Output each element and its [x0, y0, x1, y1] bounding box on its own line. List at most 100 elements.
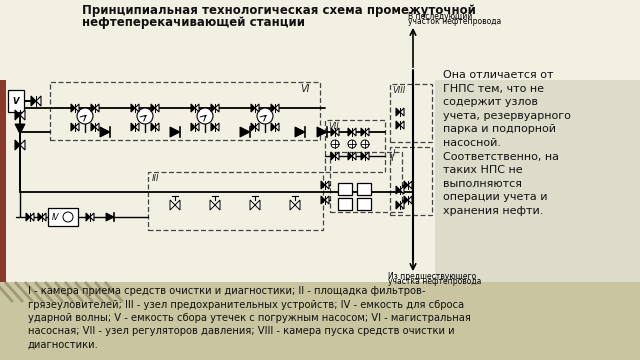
Polygon shape [295, 127, 305, 137]
Polygon shape [100, 127, 110, 137]
Polygon shape [396, 186, 400, 194]
Polygon shape [26, 213, 30, 221]
Polygon shape [210, 200, 215, 210]
Polygon shape [271, 123, 275, 131]
Polygon shape [31, 96, 36, 106]
Polygon shape [155, 104, 159, 112]
Polygon shape [404, 196, 408, 204]
Polygon shape [331, 152, 335, 160]
Polygon shape [191, 123, 195, 131]
Polygon shape [396, 121, 400, 129]
Text: диагностики.: диагностики. [28, 340, 99, 350]
Text: ударной волны; V - емкость сбора утечек с погружным насосом; VI - магистральная: ударной волны; V - емкость сбора утечек … [28, 313, 471, 323]
Circle shape [197, 108, 213, 124]
Polygon shape [15, 124, 25, 134]
Text: II: II [390, 154, 395, 163]
Polygon shape [215, 104, 219, 112]
Polygon shape [155, 123, 159, 131]
Polygon shape [95, 104, 99, 112]
Text: I - камера приема средств очистки и диагностики; II - площадка фильтров-: I - камера приема средств очистки и диаг… [28, 286, 426, 296]
Polygon shape [321, 181, 325, 189]
Text: грязеуловителей; III - узел предохранительных устройств; IV - емкость для сброса: грязеуловителей; III - узел предохраните… [28, 300, 464, 310]
Polygon shape [191, 104, 195, 112]
Bar [390, 84, 432, 142]
Polygon shape [71, 123, 75, 131]
Polygon shape [400, 108, 404, 116]
Text: В последующий: В последующий [408, 12, 472, 21]
Polygon shape [42, 213, 46, 221]
Circle shape [348, 140, 356, 148]
Polygon shape [71, 104, 75, 112]
Polygon shape [408, 196, 412, 204]
Polygon shape [365, 152, 369, 160]
Circle shape [77, 108, 93, 124]
Polygon shape [106, 213, 114, 221]
Polygon shape [331, 128, 335, 136]
Bar [0, 282, 640, 360]
Polygon shape [325, 196, 329, 204]
Polygon shape [271, 104, 275, 112]
Polygon shape [251, 104, 255, 112]
Polygon shape [170, 127, 180, 137]
Bar [325, 120, 385, 172]
Polygon shape [151, 104, 155, 112]
Text: Из предшествующего: Из предшествующего [388, 272, 476, 281]
Polygon shape [348, 152, 352, 160]
Polygon shape [170, 200, 175, 210]
Text: насосная; VII - узел регуляторов давления; VIII - камера пуска средств очистки и: насосная; VII - узел регуляторов давлени… [28, 327, 454, 337]
Polygon shape [321, 196, 325, 204]
Bar [338, 183, 352, 195]
Circle shape [137, 108, 153, 124]
Polygon shape [404, 181, 408, 189]
Bar [357, 183, 371, 195]
Polygon shape [361, 152, 365, 160]
Polygon shape [135, 123, 139, 131]
Text: VII: VII [328, 122, 339, 131]
Polygon shape [240, 127, 250, 137]
Polygon shape [396, 108, 400, 116]
Polygon shape [215, 200, 220, 210]
Polygon shape [400, 201, 404, 209]
Text: I: I [393, 149, 396, 158]
Polygon shape [86, 213, 90, 221]
Polygon shape [135, 104, 139, 112]
Bar [48, 208, 78, 226]
Polygon shape [317, 127, 327, 137]
Bar [8, 90, 24, 112]
Polygon shape [250, 200, 255, 210]
Polygon shape [15, 140, 20, 150]
Polygon shape [275, 123, 279, 131]
Polygon shape [255, 104, 259, 112]
Polygon shape [325, 181, 329, 189]
Polygon shape [348, 128, 352, 136]
Text: V: V [13, 96, 19, 105]
Polygon shape [255, 123, 259, 131]
Polygon shape [408, 181, 412, 189]
Bar [330, 152, 402, 212]
Bar [0, 0, 640, 282]
Polygon shape [352, 128, 356, 136]
Polygon shape [290, 200, 295, 210]
Text: VI: VI [301, 84, 310, 94]
Polygon shape [215, 123, 219, 131]
Text: участок нефтепровода: участок нефтепровода [408, 17, 501, 26]
Bar [390, 147, 432, 215]
Polygon shape [195, 104, 199, 112]
Polygon shape [396, 201, 400, 209]
Polygon shape [400, 121, 404, 129]
Bar [435, 80, 640, 282]
Circle shape [331, 140, 339, 148]
Text: участка нефтепровода: участка нефтепровода [388, 277, 481, 286]
Polygon shape [75, 123, 79, 131]
Polygon shape [20, 140, 25, 150]
Text: Она отличается от
ГНПС тем, что не
содержит узлов
учета, резервуарного
парка и п: Она отличается от ГНПС тем, что не содер… [443, 70, 571, 216]
Bar [357, 198, 371, 210]
Polygon shape [36, 96, 41, 106]
Polygon shape [295, 200, 300, 210]
Polygon shape [361, 128, 365, 136]
Polygon shape [335, 152, 339, 160]
Text: VIII: VIII [392, 86, 405, 95]
Polygon shape [352, 152, 356, 160]
Polygon shape [38, 213, 42, 221]
Polygon shape [175, 200, 180, 210]
